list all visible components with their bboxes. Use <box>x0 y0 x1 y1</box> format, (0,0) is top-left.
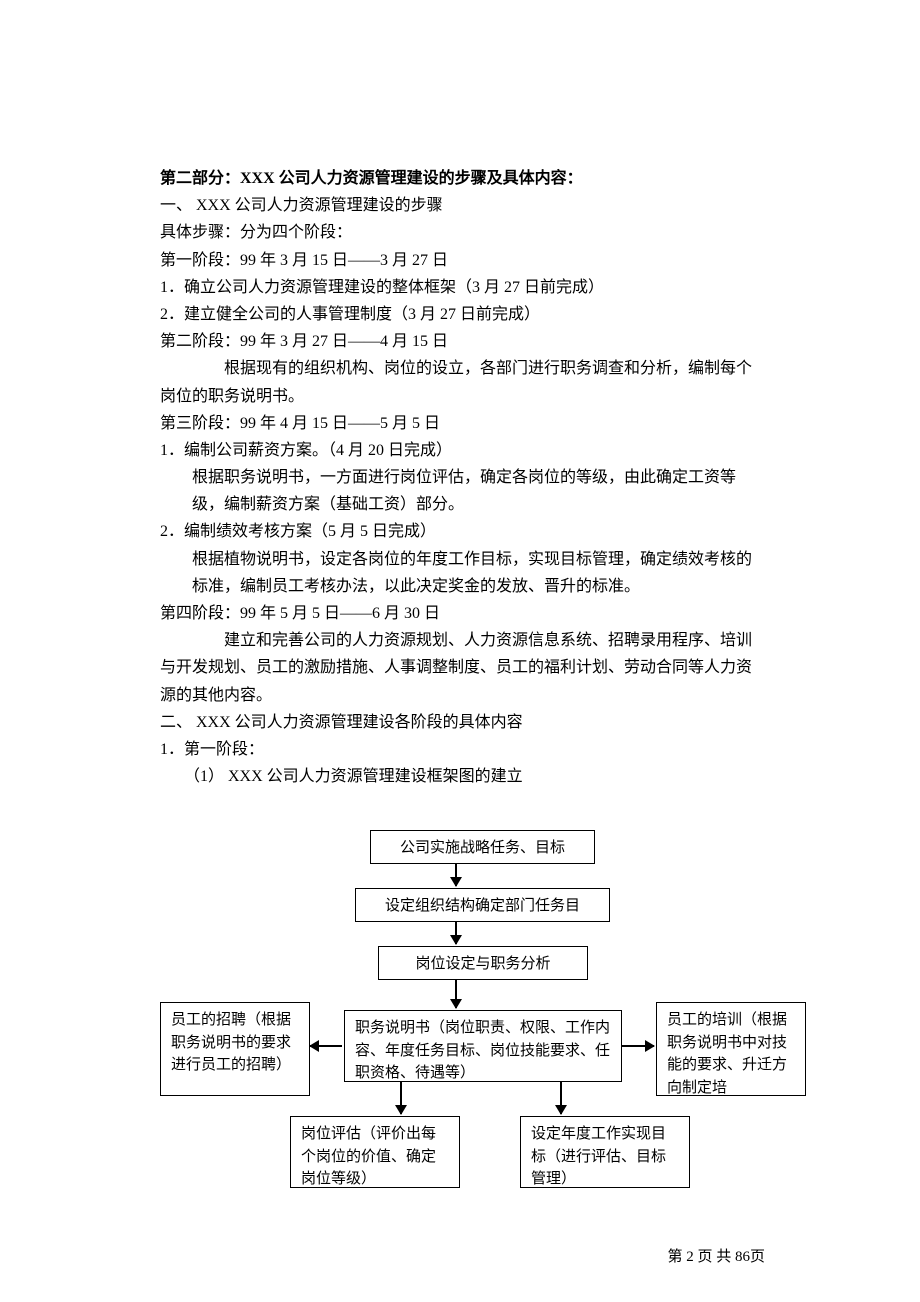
arrow-icon <box>455 980 457 1008</box>
arrow-icon <box>455 864 457 886</box>
stage3-header: 第三阶段：99 年 4 月 15 日——5 月 5 日 <box>160 410 765 437</box>
stage4-header: 第四阶段：99 年 5 月 5 日——6 月 30 日 <box>160 600 765 627</box>
text-line: 1．确立公司人力资源管理建设的整体框架（3 月 27 日前完成） <box>160 274 765 301</box>
section2-item1: 1．第一阶段： <box>160 736 765 763</box>
flowchart: 公司实施战略任务、目标 设定组织结构确定部门任务目 岗位设定与职务分析 职务说明… <box>160 830 765 1260</box>
flow-box-evaluation: 岗位评估（评价出每个岗位的价值、确定岗位等级） <box>290 1116 460 1188</box>
stage3-item2-body: 根据植物说明书，设定各岗位的年度工作目标，实现目标管理，确定绩效考核的标准，编制… <box>160 546 765 600</box>
page-footer: 第 2 页 共 86页 <box>667 1245 765 1271</box>
stage3-item2: 2．编制绩效考核方案（5 月 5 日完成） <box>160 518 765 545</box>
text-line: 第一阶段：99 年 3 月 15 日——3 月 27 日 <box>160 247 765 274</box>
section-heading: 第二部分：XXX 公司人力资源管理建设的步骤及具体内容： <box>160 165 765 192</box>
flow-box-recruit: 员工的招聘（根据职务说明书的要求进行员工的招聘） <box>160 1002 310 1096</box>
flow-box-goals: 设定年度工作实现目标（进行评估、目标管理） <box>520 1116 690 1188</box>
arrow-icon <box>400 1082 402 1114</box>
arrow-icon <box>622 1045 654 1047</box>
stage3-item1-body: 根据职务说明书，一方面进行岗位评估，确定各岗位的等级，由此确定工资等级，编制薪资… <box>160 464 765 518</box>
text-line: 2．建立健全公司的人事管理制度（3 月 27 日前完成） <box>160 301 765 328</box>
flow-box-structure: 设定组织结构确定部门任务目 <box>355 888 610 922</box>
text-line: 一、 XXX 公司人力资源管理建设的步骤 <box>160 192 765 219</box>
stage4-body: 建立和完善公司的人力资源规划、人力资源信息系统、招聘录用程序、培训与开发规划、员… <box>160 627 765 709</box>
arrow-icon <box>455 922 457 944</box>
arrow-icon <box>310 1045 342 1047</box>
flow-box-analysis: 岗位设定与职务分析 <box>378 946 588 980</box>
text-line: 第二阶段：99 年 3 月 27 日——4 月 15 日 <box>160 328 765 355</box>
stage2-body: 根据现有的组织机构、岗位的设立，各部门进行职务调查和分析，编制每个岗位的职务说明… <box>160 355 765 409</box>
text-line: 具体步骤：分为四个阶段： <box>160 219 765 246</box>
section2-header: 二、 XXX 公司人力资源管理建设各阶段的具体内容 <box>160 709 765 736</box>
flow-box-jobdesc: 职务说明书（岗位职责、权限、工作内容、年度任务目标、岗位技能要求、任职资格、待遇… <box>344 1010 622 1082</box>
stage3-item1: 1．编制公司薪资方案。（4 月 20 日完成） <box>160 437 765 464</box>
flow-box-strategy: 公司实施战略任务、目标 <box>370 830 595 864</box>
arrow-icon <box>560 1082 562 1114</box>
flow-box-training: 员工的培训（根据职务说明书中对技能的要求、升迁方向制定培 <box>656 1002 806 1096</box>
section2-item1-sub: （1） XXX 公司人力资源管理建设框架图的建立 <box>160 763 765 790</box>
